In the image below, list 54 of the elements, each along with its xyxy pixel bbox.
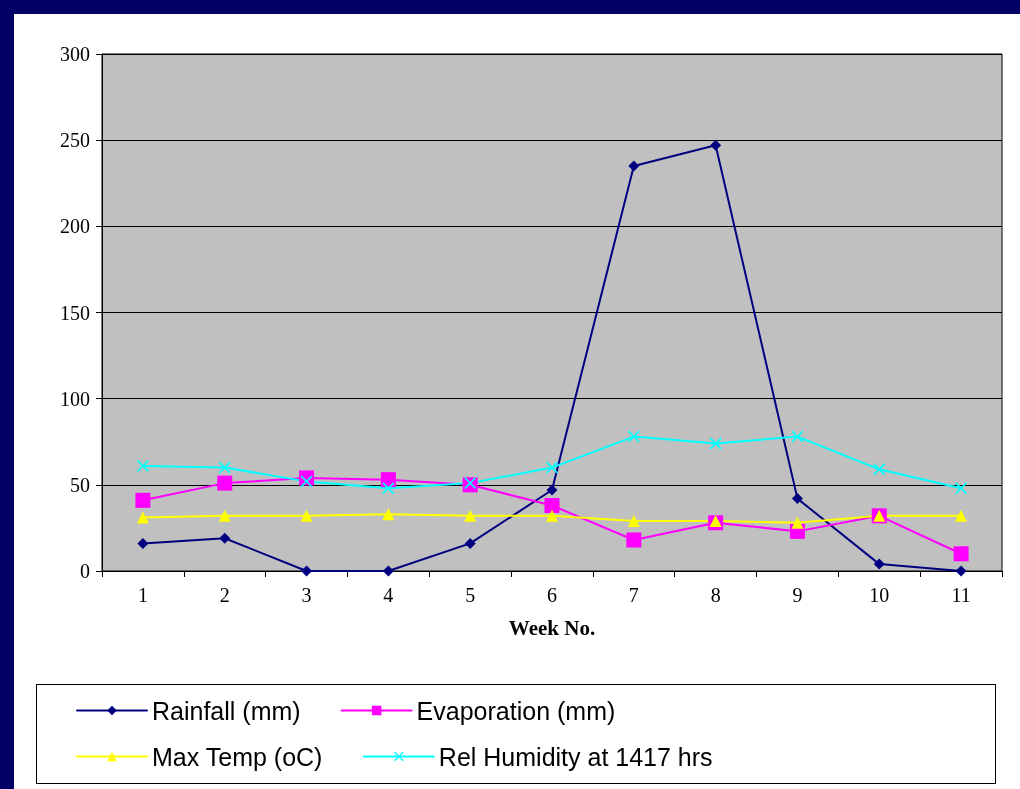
point xyxy=(791,493,803,505)
point xyxy=(873,463,886,476)
x-tick-label: 7 xyxy=(628,584,639,606)
point xyxy=(300,475,313,488)
y-tick-label: 100 xyxy=(60,387,90,410)
point xyxy=(546,509,558,522)
point xyxy=(626,532,642,548)
point xyxy=(382,482,395,495)
point xyxy=(136,511,149,524)
point xyxy=(544,498,560,514)
point xyxy=(873,558,885,570)
y-tick-label: 0 xyxy=(80,560,90,582)
point xyxy=(627,515,640,528)
point xyxy=(382,508,395,521)
y-tick-label: 150 xyxy=(60,301,90,324)
point xyxy=(218,509,231,522)
x-tick-label: 4 xyxy=(383,584,394,606)
point xyxy=(464,537,476,549)
y-tick-label: 50 xyxy=(70,473,90,496)
y-tick-label: 250 xyxy=(60,129,90,152)
point xyxy=(546,484,558,496)
point xyxy=(628,160,640,172)
point xyxy=(136,459,149,472)
point xyxy=(709,437,722,450)
legend-label: Rainfall (mm) xyxy=(152,696,301,725)
point xyxy=(219,532,231,544)
y-tick-label: 200 xyxy=(60,215,90,238)
x-tick-label: 2 xyxy=(219,584,230,606)
x-tick-label: 9 xyxy=(792,584,803,606)
point xyxy=(464,509,477,522)
point xyxy=(955,565,967,577)
x-tick-label: 11 xyxy=(951,584,971,606)
point xyxy=(380,472,396,488)
x-tick-label: 8 xyxy=(710,584,721,606)
point xyxy=(791,430,804,443)
x-tick-label: 3 xyxy=(301,584,312,606)
point xyxy=(955,509,968,522)
legend-label: Evaporation (mm) xyxy=(416,696,616,725)
point xyxy=(218,461,231,474)
point xyxy=(710,139,722,151)
point xyxy=(300,509,313,522)
point xyxy=(135,492,151,508)
x-axis-title: Week No. xyxy=(508,615,596,640)
point xyxy=(217,475,233,491)
x-tick-label: 10 xyxy=(869,584,890,606)
legend-label: Rel Humidity at 1417 hrs xyxy=(438,742,713,771)
point xyxy=(137,537,149,549)
legend-label: Max Temp (oC) xyxy=(152,742,323,771)
y-tick-label: 300 xyxy=(60,43,90,65)
x-tick-label: 1 xyxy=(137,584,148,606)
x-tick-label: 5 xyxy=(465,584,476,606)
point xyxy=(791,516,804,529)
point xyxy=(953,546,969,562)
x-tick-label: 6 xyxy=(547,584,557,606)
